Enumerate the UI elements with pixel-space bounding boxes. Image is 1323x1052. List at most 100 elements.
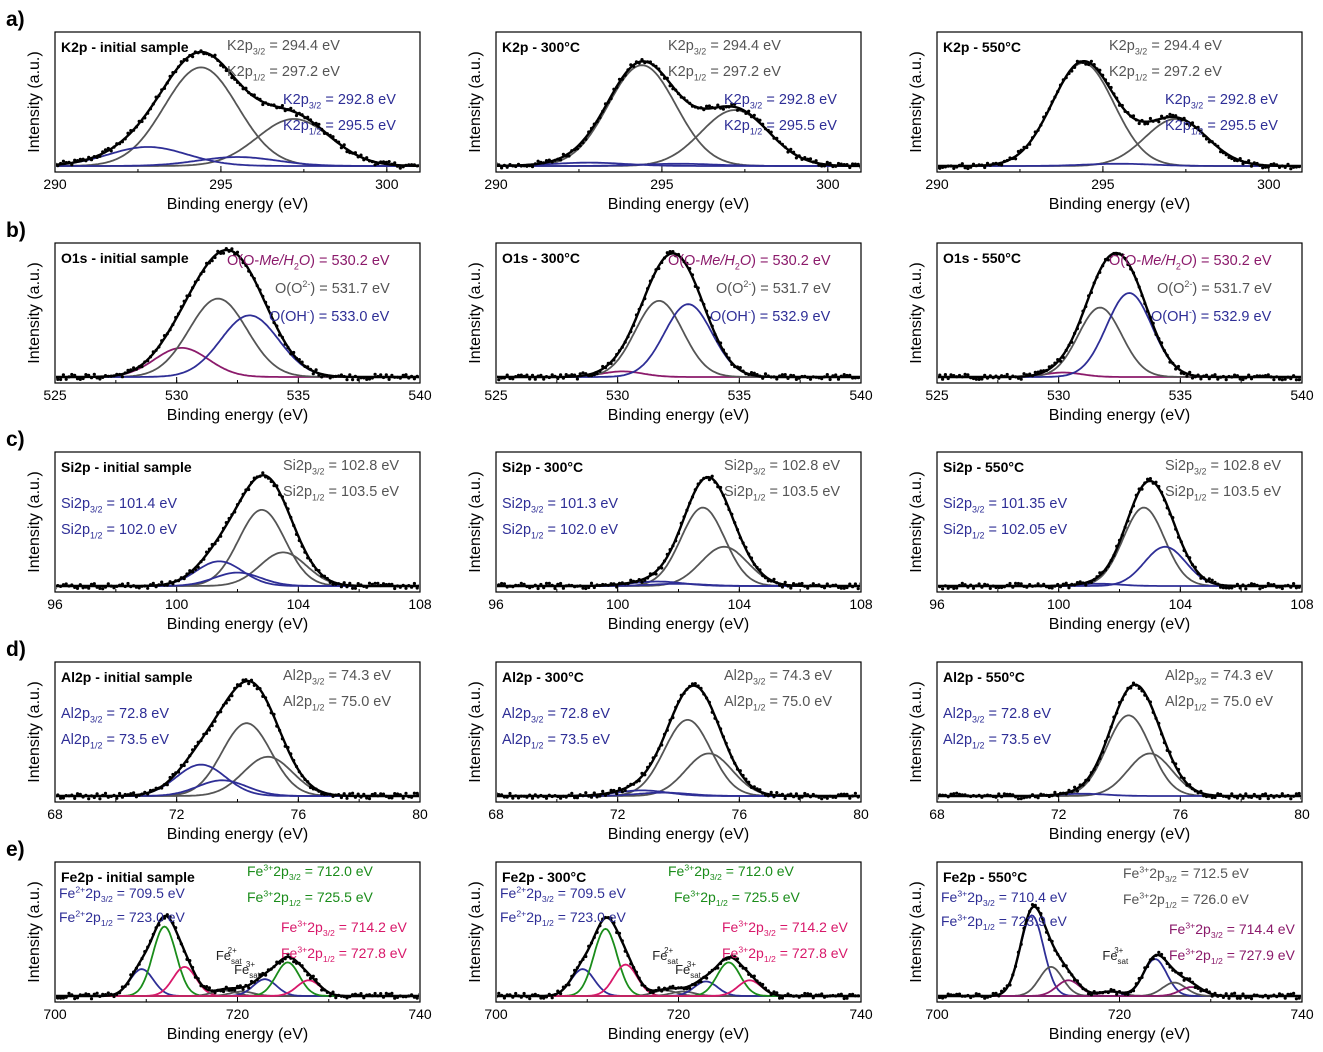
data-point bbox=[500, 581, 504, 586]
peak-annotation: Al2p3/2 = 74.3 eV bbox=[283, 668, 391, 686]
data-point bbox=[938, 376, 939, 379]
data-point bbox=[247, 682, 251, 686]
data-point bbox=[84, 159, 88, 163]
data-point bbox=[592, 122, 596, 126]
peak-annotation: Fe3+2p3/2 = 710.4 eV bbox=[941, 888, 1068, 908]
data-point bbox=[1188, 556, 1192, 560]
data-point bbox=[1134, 683, 1138, 687]
data-point bbox=[1011, 156, 1015, 161]
data-point bbox=[353, 151, 357, 155]
data-point bbox=[758, 981, 762, 985]
data-point bbox=[98, 994, 102, 999]
data-point bbox=[249, 678, 254, 682]
data-point bbox=[828, 794, 832, 798]
data-point bbox=[322, 574, 327, 578]
data-point bbox=[75, 377, 80, 381]
data-point bbox=[654, 988, 658, 993]
data-point bbox=[533, 377, 537, 381]
data-point bbox=[294, 532, 299, 537]
data-point bbox=[1143, 122, 1147, 126]
data-point bbox=[778, 793, 782, 797]
data-point bbox=[1131, 681, 1136, 685]
data-point bbox=[730, 512, 734, 516]
data-point bbox=[174, 315, 178, 320]
data-point bbox=[1241, 377, 1245, 382]
data-point bbox=[1292, 582, 1296, 586]
data-point bbox=[741, 966, 745, 970]
data-point bbox=[693, 105, 697, 109]
data-point bbox=[575, 377, 580, 381]
peak-annotation: Fe3+2p3/2 = 712.5 eV bbox=[1123, 864, 1250, 884]
data-point bbox=[1126, 992, 1130, 997]
data-point bbox=[56, 584, 60, 588]
data-point bbox=[95, 155, 99, 159]
data-point bbox=[848, 165, 852, 170]
data-point bbox=[205, 550, 209, 554]
data-point bbox=[70, 372, 74, 377]
data-point bbox=[1165, 353, 1169, 357]
data-point bbox=[1151, 119, 1155, 123]
data-point bbox=[721, 348, 726, 352]
data-point bbox=[957, 583, 962, 588]
data-point bbox=[297, 961, 301, 966]
data-point bbox=[738, 107, 742, 111]
data-point bbox=[544, 581, 549, 586]
data-point bbox=[727, 105, 731, 109]
data-point bbox=[817, 163, 821, 167]
data-point bbox=[735, 108, 740, 112]
data-point bbox=[219, 534, 223, 538]
data-point bbox=[120, 375, 124, 379]
data-point bbox=[581, 794, 585, 798]
data-point bbox=[665, 552, 669, 557]
data-point bbox=[1204, 137, 1209, 141]
data-point bbox=[747, 972, 751, 977]
data-point bbox=[1277, 585, 1282, 589]
data-point bbox=[1272, 583, 1276, 587]
data-point bbox=[264, 101, 268, 105]
data-point bbox=[814, 375, 818, 379]
data-point bbox=[249, 480, 254, 485]
data-point bbox=[73, 796, 77, 801]
data-point bbox=[808, 377, 813, 381]
data-point bbox=[1275, 585, 1279, 589]
data-point bbox=[733, 365, 737, 369]
x-tick-label: 700 bbox=[43, 1006, 67, 1022]
data-point bbox=[1112, 553, 1116, 558]
data-point bbox=[367, 581, 372, 585]
data-point bbox=[1241, 796, 1245, 800]
data-point bbox=[609, 788, 613, 792]
data-point bbox=[393, 375, 397, 379]
data-point bbox=[1171, 361, 1175, 365]
data-point bbox=[1117, 538, 1122, 542]
data-point bbox=[275, 960, 279, 964]
data-point bbox=[1061, 791, 1065, 795]
data-point bbox=[1120, 698, 1124, 702]
data-point bbox=[337, 140, 341, 144]
data-point bbox=[390, 373, 394, 377]
data-point bbox=[92, 155, 96, 159]
data-point bbox=[744, 777, 748, 781]
data-point bbox=[946, 376, 950, 381]
data-point bbox=[1202, 794, 1206, 798]
data-point bbox=[575, 147, 580, 151]
data-point bbox=[1033, 130, 1037, 134]
data-point bbox=[584, 137, 588, 141]
data-point bbox=[1193, 125, 1197, 130]
data-point bbox=[828, 584, 832, 588]
data-point bbox=[193, 975, 197, 979]
data-point bbox=[401, 373, 405, 377]
data-point bbox=[640, 580, 644, 584]
data-point bbox=[407, 994, 411, 998]
data-point bbox=[224, 68, 228, 73]
data-point bbox=[1081, 783, 1085, 787]
data-point bbox=[685, 987, 689, 991]
data-point bbox=[376, 162, 380, 166]
data-point bbox=[216, 58, 220, 63]
data-point bbox=[721, 958, 726, 962]
x-axis-label: Binding energy (eV) bbox=[1049, 196, 1190, 213]
data-point bbox=[587, 794, 591, 798]
data-point bbox=[191, 965, 195, 970]
data-point bbox=[404, 586, 408, 590]
data-point bbox=[373, 991, 377, 996]
